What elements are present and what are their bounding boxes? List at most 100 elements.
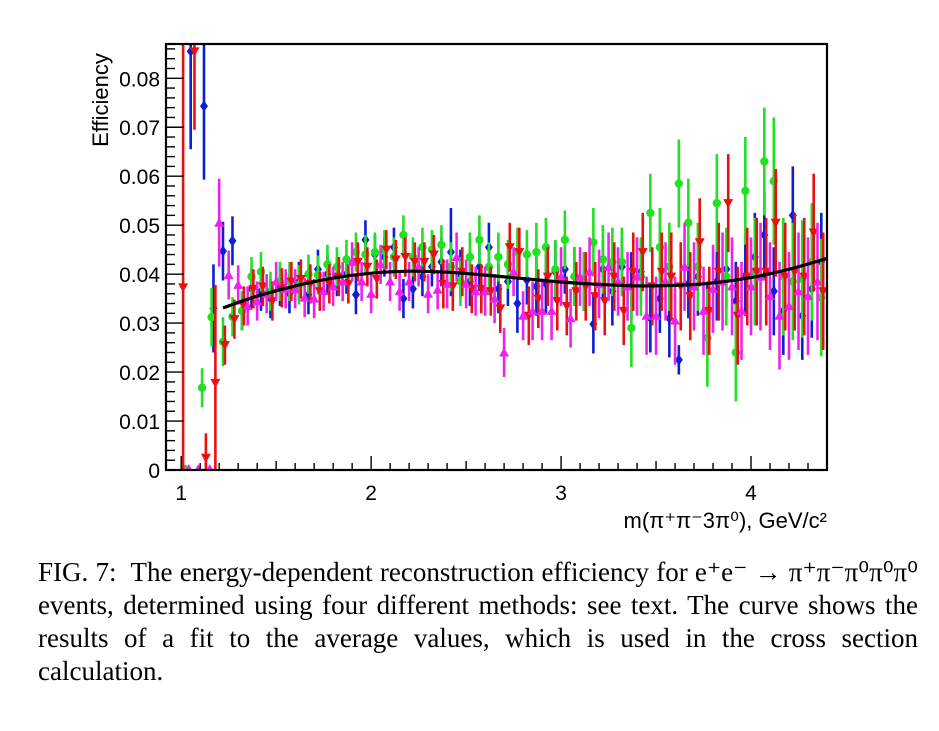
data-point	[451, 252, 462, 261]
data-point	[679, 261, 690, 271]
data-point	[318, 286, 329, 296]
data-point	[518, 310, 529, 320]
data-point	[218, 245, 227, 257]
data-point	[584, 266, 595, 276]
data-point	[480, 286, 491, 296]
data-point	[514, 248, 525, 258]
data-point	[309, 293, 320, 303]
data-point	[565, 313, 576, 323]
data-point	[494, 252, 503, 262]
data-point	[803, 291, 814, 301]
data-point	[793, 286, 804, 296]
y-tick-label: 0.08	[119, 68, 160, 91]
x-tick-label: 2	[365, 482, 377, 505]
data-point	[784, 300, 795, 310]
efficiency-plot: 1 2 3 4 0 0.01 0.02 0.03 0.04 0.05 0.06 0.07 0.08 Ef…	[88, 42, 829, 533]
figure-caption: FIG. 7: The energy-dependent reconstructi…	[38, 556, 918, 688]
data-point	[461, 278, 472, 288]
data-point	[532, 247, 541, 257]
data-point	[423, 288, 434, 298]
data-point	[712, 198, 722, 208]
data-point	[400, 253, 411, 262]
data-point	[670, 315, 681, 325]
data-point	[206, 464, 214, 470]
data-point	[684, 218, 693, 227]
y-tick-label: 0	[148, 460, 160, 483]
data-point	[504, 243, 515, 253]
data-point	[694, 238, 705, 248]
caption-text: The energy-dependent reconstruction effi…	[38, 557, 918, 686]
data-point	[546, 305, 557, 315]
data-point	[242, 300, 253, 310]
data-point	[560, 235, 570, 245]
data-point	[290, 283, 301, 293]
data-point	[252, 296, 263, 306]
data-point	[603, 261, 614, 271]
data-point	[722, 272, 731, 281]
data-point	[489, 293, 500, 303]
axes: 1 2 3 4 0 0.01 0.02 0.03 0.04 0.05 0.06 0.07 0.08	[119, 48, 828, 505]
data-point	[442, 278, 453, 288]
x-tick-label: 4	[745, 482, 757, 505]
data-point	[674, 179, 684, 188]
data-point	[375, 259, 386, 269]
data-point	[641, 310, 652, 320]
data-point	[385, 276, 396, 286]
data-point	[774, 310, 785, 320]
data-point	[214, 217, 225, 227]
data-point	[381, 245, 392, 255]
data-point	[343, 279, 354, 289]
data-point	[637, 248, 648, 258]
data-point	[551, 265, 560, 274]
data-point	[399, 293, 408, 305]
data-point	[437, 240, 446, 249]
data-point	[632, 271, 643, 281]
data-point	[598, 255, 608, 264]
data-point	[404, 276, 415, 286]
data-point	[499, 347, 510, 357]
data-point	[229, 315, 240, 325]
data-point	[589, 238, 598, 247]
data-point	[542, 272, 553, 282]
data-point	[185, 464, 193, 470]
data-point	[370, 247, 380, 257]
caption-label: FIG. 7:	[38, 557, 117, 587]
data-point	[207, 313, 216, 322]
plot-frame	[164, 42, 829, 472]
data-point	[674, 354, 683, 366]
plot-marks	[178, 44, 827, 470]
data-point	[698, 305, 709, 315]
data-point	[447, 282, 458, 292]
data-point	[765, 291, 776, 301]
data-point	[495, 304, 506, 314]
data-point	[508, 266, 519, 276]
data-point	[233, 279, 244, 289]
y-tick-label: 0.05	[119, 215, 160, 238]
fit-curve	[222, 256, 827, 310]
data-point	[342, 255, 351, 264]
data-point	[362, 262, 373, 272]
y-axis-title: Efficiency	[88, 53, 113, 147]
data-point	[337, 276, 348, 286]
data-point	[741, 186, 750, 196]
data-point	[210, 378, 221, 388]
data-point	[413, 261, 424, 271]
data-point	[660, 276, 671, 286]
data-point	[223, 270, 234, 280]
data-point	[666, 272, 677, 282]
y-tick-label: 0.02	[119, 362, 160, 385]
data-point	[394, 286, 405, 296]
data-point	[760, 157, 769, 166]
data-point	[465, 252, 475, 262]
data-point	[347, 256, 358, 266]
x-tick-label: 3	[555, 482, 567, 505]
data-point	[219, 341, 230, 351]
data-point	[513, 298, 522, 310]
data-point	[200, 453, 211, 463]
series-triangle-up	[185, 178, 823, 470]
data-point	[736, 305, 747, 315]
data-point	[537, 305, 548, 315]
data-point	[197, 383, 207, 392]
data-point	[228, 235, 237, 247]
data-point	[475, 235, 484, 245]
